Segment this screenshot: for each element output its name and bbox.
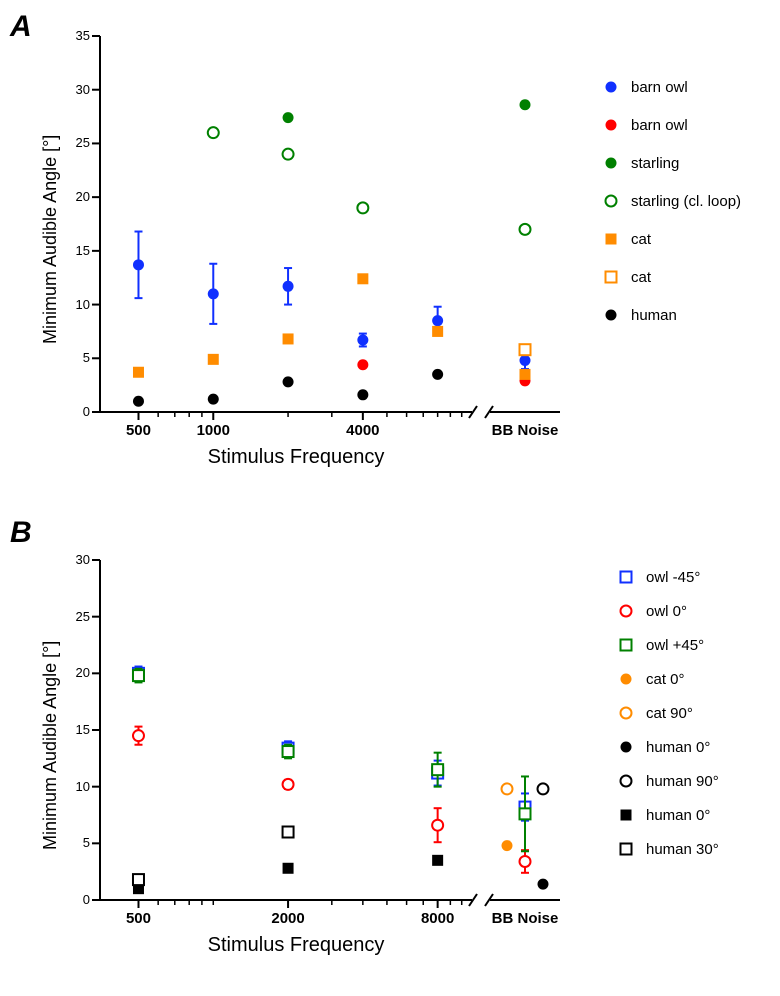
legend-swatch [610, 805, 642, 825]
x-tick-label: 500 [108, 422, 168, 439]
legend-item: cat [595, 258, 741, 296]
legend-swatch [595, 153, 627, 173]
legend-item: human 0° [610, 798, 719, 832]
legend-swatch [595, 191, 627, 211]
legend-swatch [610, 635, 642, 655]
y-tick-label: 10 [56, 779, 90, 794]
legend-label: cat 90° [642, 705, 693, 722]
legend-item: owl 0° [610, 594, 719, 628]
legend-swatch [595, 115, 627, 135]
x-tick-label: BB Noise [485, 910, 565, 927]
legend-label: owl +45° [642, 637, 704, 654]
legend-item: starling [595, 144, 741, 182]
legend: barn owl barn owl starling starling (cl. lo… [595, 68, 741, 334]
y-tick-label: 20 [56, 189, 90, 204]
legend-item: cat 0° [610, 662, 719, 696]
y-tick-label: 0 [56, 892, 90, 907]
legend-swatch [595, 305, 627, 325]
y-axis-label: Minimum Audible Angle [°] [40, 641, 61, 850]
legend-label: cat 0° [642, 671, 685, 688]
y-tick-label: 30 [56, 552, 90, 567]
x-tick-label: 2000 [258, 910, 318, 927]
x-tick-label: 500 [108, 910, 168, 927]
legend-swatch [610, 771, 642, 791]
legend-label: human 30° [642, 841, 719, 858]
x-tick-label: 8000 [408, 910, 468, 927]
y-tick-label: 5 [56, 350, 90, 365]
legend-label: owl -45° [642, 569, 700, 586]
legend-item: starling (cl. loop) [595, 182, 741, 220]
y-tick-label: 5 [56, 835, 90, 850]
legend-swatch [610, 737, 642, 757]
x-tick-label: 1000 [183, 422, 243, 439]
plot-area [90, 550, 590, 930]
legend-item: owl -45° [610, 560, 719, 594]
legend-label: cat [627, 231, 651, 248]
panel-label: A [10, 10, 32, 44]
x-axis-label: Stimulus Frequency [186, 934, 406, 957]
plot-area [90, 26, 590, 442]
legend-label: barn owl [627, 117, 688, 134]
y-axis-label: Minimum Audible Angle [°] [40, 135, 61, 344]
legend-label: human 0° [642, 739, 710, 756]
y-tick-label: 30 [56, 82, 90, 97]
y-tick-label: 15 [56, 243, 90, 258]
y-tick-label: 15 [56, 722, 90, 737]
legend-swatch [610, 669, 642, 689]
y-tick-label: 0 [56, 404, 90, 419]
legend-item: barn owl [595, 68, 741, 106]
figure: A 0 5 10 15 20 25 30 35 500 1000 4000 BB Noise Stimul… [0, 0, 780, 996]
legend-item: cat [595, 220, 741, 258]
legend-item: human 0° [610, 730, 719, 764]
legend-swatch [610, 839, 642, 859]
legend-item: barn owl [595, 106, 741, 144]
panel-label: B [10, 516, 32, 550]
legend-swatch [610, 703, 642, 723]
y-tick-label: 25 [56, 609, 90, 624]
legend-label: human [627, 307, 677, 324]
legend-item: cat 90° [610, 696, 719, 730]
legend-swatch [610, 601, 642, 621]
legend-label: starling (cl. loop) [627, 193, 741, 210]
x-tick-label: BB Noise [485, 422, 565, 439]
x-tick-label: 4000 [333, 422, 393, 439]
y-tick-label: 10 [56, 297, 90, 312]
legend-label: human 0° [642, 807, 710, 824]
legend-item: human 30° [610, 832, 719, 866]
legend-label: cat [627, 269, 651, 286]
y-tick-label: 25 [56, 135, 90, 150]
legend-label: owl 0° [642, 603, 687, 620]
legend-label: starling [627, 155, 679, 172]
legend-item: human 90° [610, 764, 719, 798]
legend-swatch [595, 267, 627, 287]
y-tick-label: 20 [56, 665, 90, 680]
legend-label: barn owl [627, 79, 688, 96]
legend-item: human [595, 296, 741, 334]
y-tick-label: 35 [56, 28, 90, 43]
legend-swatch [595, 77, 627, 97]
legend-label: human 90° [642, 773, 719, 790]
legend: owl -45° owl 0° owl +45° cat 0° cat 90° human… [610, 560, 719, 866]
legend-swatch [595, 229, 627, 249]
legend-swatch [610, 567, 642, 587]
x-axis-label: Stimulus Frequency [186, 446, 406, 469]
legend-item: owl +45° [610, 628, 719, 662]
